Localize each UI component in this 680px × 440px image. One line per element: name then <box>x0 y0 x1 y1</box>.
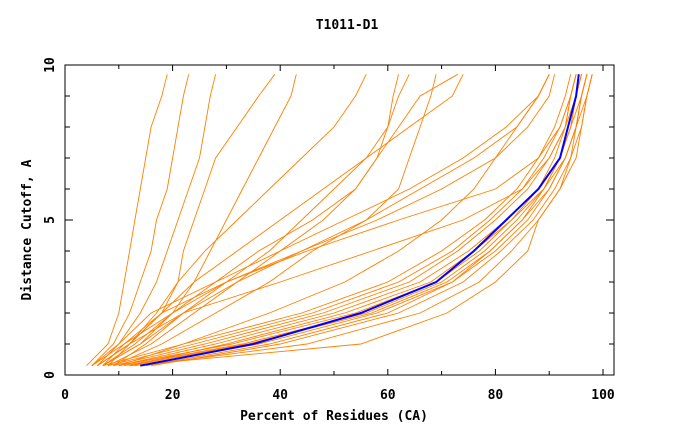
x-tick-label: 0 <box>61 388 69 403</box>
x-tick-label: 100 <box>591 388 615 403</box>
x-tick-label: 60 <box>380 388 396 403</box>
model-curve-18 <box>91 74 190 367</box>
model-curve-20 <box>97 74 276 367</box>
model-curve-28 <box>102 74 550 367</box>
y-tick-label: 10 <box>43 57 58 73</box>
model-curve-24 <box>102 74 400 367</box>
model-curve-1 <box>129 74 588 367</box>
model-curve-17 <box>86 74 168 367</box>
highlight-curve <box>140 74 580 367</box>
model-curve-12 <box>102 74 572 367</box>
x-axis-label: Percent of Residues (CA) <box>240 409 428 424</box>
model-curve-8 <box>151 74 593 367</box>
model-curve-11 <box>129 74 588 367</box>
y-tick-label: 5 <box>43 216 58 224</box>
axes: 0 20 40 60 80 100 0 5 10 <box>43 57 615 403</box>
model-curve-14 <box>97 74 582 367</box>
model-curve-10 <box>118 74 577 367</box>
plot-frame <box>64 64 615 376</box>
x-tick-label: 80 <box>488 388 504 403</box>
model-curve-15 <box>102 74 577 367</box>
model-curve-19 <box>96 74 217 367</box>
model-curve-25 <box>107 73 458 367</box>
model-curve-16 <box>91 74 550 367</box>
model-curve-30 <box>91 74 556 367</box>
model-curve-13 <box>129 74 588 367</box>
model-curve-21 <box>102 74 297 367</box>
model-curve-26 <box>97 74 464 367</box>
y-axis-label: Distance Cutoff, A <box>20 159 35 300</box>
x-tick-label: 20 <box>165 388 181 403</box>
x-tick-label: 40 <box>272 388 288 403</box>
chart-title: T1011-D1 <box>316 18 379 33</box>
model-curve-23 <box>113 74 410 367</box>
model-curve-29 <box>118 74 550 367</box>
curves <box>86 73 593 367</box>
y-tick-label: 0 <box>43 371 58 379</box>
model-curve-22 <box>107 74 367 367</box>
model-curve-6 <box>134 74 593 367</box>
